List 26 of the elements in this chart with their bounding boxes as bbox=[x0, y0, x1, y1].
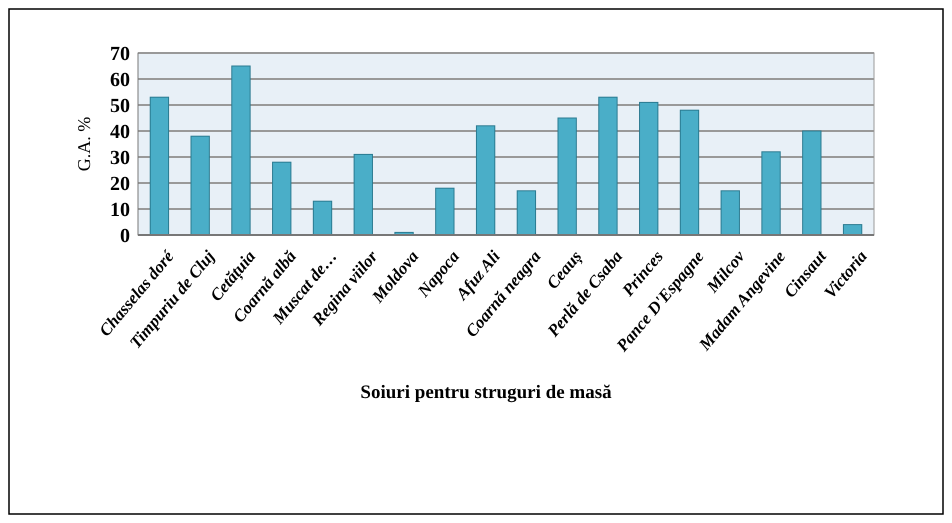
bar bbox=[761, 151, 781, 236]
y-tick-label: 50 bbox=[110, 95, 130, 117]
bar bbox=[598, 96, 618, 236]
y-tick-label: 40 bbox=[110, 121, 130, 143]
y-axis-title: G.A. % bbox=[74, 116, 94, 172]
bar bbox=[476, 125, 496, 236]
y-tick-label: 70 bbox=[110, 43, 130, 65]
y-tick-label: 10 bbox=[110, 199, 130, 221]
bar bbox=[557, 118, 577, 236]
bar bbox=[150, 96, 170, 236]
y-tick-label: 20 bbox=[110, 173, 130, 195]
bar bbox=[354, 154, 373, 236]
y-tick-label: 0 bbox=[120, 225, 130, 247]
bar bbox=[272, 162, 292, 236]
bar bbox=[720, 190, 740, 236]
x-axis-title: Soiuri pentru struguri de masă bbox=[360, 382, 612, 404]
bar bbox=[802, 130, 822, 236]
bar bbox=[312, 200, 332, 236]
y-tick-label: 60 bbox=[110, 69, 130, 91]
bar bbox=[190, 136, 210, 236]
y-tick-label: 30 bbox=[110, 147, 130, 169]
bar bbox=[231, 66, 251, 236]
bar bbox=[516, 190, 536, 236]
bar bbox=[639, 102, 658, 236]
bar bbox=[435, 188, 455, 236]
bar bbox=[680, 110, 700, 236]
